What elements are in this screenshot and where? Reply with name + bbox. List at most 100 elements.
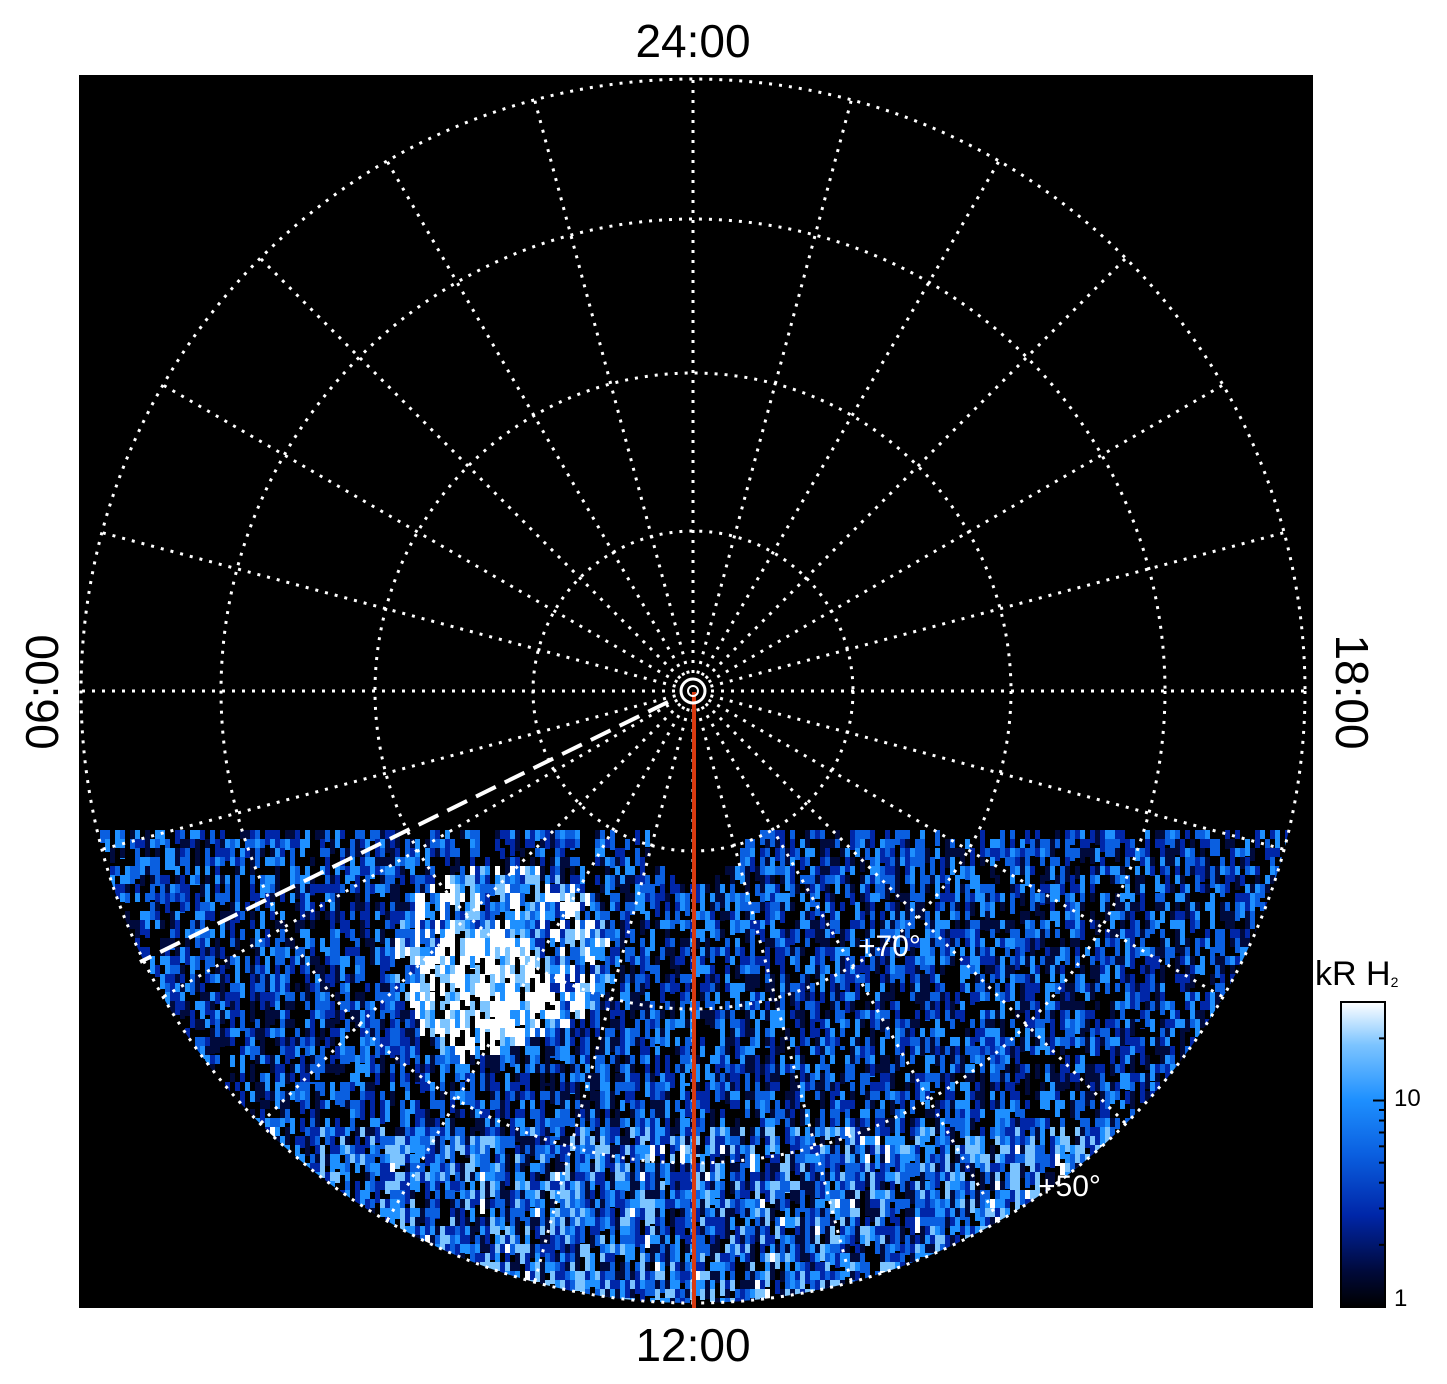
- emission-pixel: [495, 1118, 500, 1135]
- emission-pixel: [700, 1046, 705, 1057]
- emission-pixel: [590, 983, 595, 992]
- emission-pixel: [460, 866, 465, 884]
- emission-pixel: [845, 929, 850, 941]
- emission-pixel: [180, 974, 185, 986]
- emission-pixel: [970, 866, 975, 883]
- emission-pixel: [760, 911, 765, 920]
- emission-pixel: [605, 965, 610, 974]
- emission-pixel: [175, 920, 180, 942]
- emission-pixel: [390, 1046, 395, 1058]
- emission-pixel: [635, 974, 640, 987]
- emission-pixel: [450, 1028, 455, 1041]
- emission-pixel: [515, 902, 520, 919]
- emission-pixel: [1050, 992, 1055, 1006]
- emission-pixel: [1170, 1046, 1175, 1055]
- emission-pixel: [875, 956, 880, 978]
- emission-pixel: [415, 893, 420, 910]
- emission-pixel: [240, 1091, 245, 1107]
- emission-pixel: [290, 1028, 295, 1040]
- emission-pixel: [1185, 956, 1190, 968]
- emission-pixel: [585, 929, 590, 944]
- emission-pixel: [955, 1118, 960, 1131]
- emission-pixel: [610, 1091, 615, 1109]
- emission-pixel: [295, 830, 300, 852]
- emission-pixel: [495, 992, 500, 1004]
- emission-pixel: [965, 1028, 970, 1045]
- emission-pixel: [885, 929, 890, 942]
- emission-pixel: [890, 875, 895, 893]
- emission-pixel: [790, 983, 795, 998]
- emission-pixel: [1105, 902, 1110, 921]
- emission-pixel: [405, 1037, 410, 1049]
- emission-pixel: [490, 911, 495, 921]
- emission-pixel: [270, 893, 275, 903]
- emission-pixel: [250, 929, 255, 942]
- emission-pixel: [1085, 929, 1090, 938]
- emission-pixel: [510, 965, 515, 980]
- emission-pixel: [535, 830, 540, 841]
- emission-pixel: [850, 992, 855, 1004]
- emission-pixel: [825, 902, 830, 913]
- emission-pixel: [915, 965, 920, 979]
- emission-pixel: [780, 830, 785, 849]
- emission-pixel: [145, 875, 150, 892]
- emission-pixel: [1025, 1064, 1030, 1077]
- emission-pixel: [200, 938, 205, 950]
- emission-pixel: [320, 902, 325, 914]
- emission-pixel: [535, 938, 540, 949]
- emission-pixel: [775, 965, 780, 977]
- emission-pixel: [1085, 866, 1090, 880]
- emission-pixel: [1155, 920, 1160, 929]
- emission-pixel: [1235, 866, 1240, 878]
- emission-pixel: [1020, 848, 1025, 864]
- emission-pixel: [575, 1100, 580, 1115]
- emission-pixel: [275, 830, 280, 841]
- emission-pixel: [190, 920, 195, 935]
- emission-pixel: [1185, 992, 1190, 1009]
- emission-pixel: [390, 920, 395, 930]
- emission-pixel: [940, 857, 945, 870]
- emission-pixel: [335, 992, 340, 1006]
- emission-pixel: [730, 902, 735, 914]
- emission-pixel: [925, 1055, 930, 1068]
- emission-pixel: [1135, 983, 1140, 998]
- emission-pixel: [580, 1028, 585, 1044]
- emission-pixel: [1150, 920, 1155, 934]
- emission-pixel: [470, 1109, 475, 1123]
- emission-pixel: [575, 983, 580, 993]
- emission-pixel: [740, 875, 745, 884]
- emission-pixel: [1215, 893, 1220, 905]
- emission-pixel: [655, 1001, 660, 1017]
- emission-pixel: [865, 983, 870, 994]
- emission-pixel: [1080, 1010, 1085, 1023]
- emission-pixel: [375, 830, 380, 843]
- emission-pixel: [540, 911, 545, 923]
- emission-pixel: [930, 1028, 935, 1039]
- emission-pixel: [500, 839, 505, 855]
- emission-pixel: [1205, 830, 1210, 839]
- emission-pixel: [410, 1028, 415, 1049]
- emission-pixel: [1040, 956, 1045, 965]
- emission-pixel: [795, 848, 800, 860]
- local-time-label-bottom: 12:00: [635, 1319, 751, 1371]
- emission-pixel: [775, 920, 780, 932]
- emission-pixel: [1000, 938, 1005, 948]
- emission-pixel: [1055, 911, 1060, 927]
- emission-pixel: [1145, 974, 1150, 989]
- emission-pixel: [1210, 1001, 1215, 1019]
- emission-pixel: [565, 875, 570, 892]
- emission-pixel: [175, 983, 180, 992]
- emission-pixel: [900, 911, 905, 929]
- emission-pixel: [1010, 956, 1015, 968]
- emission-pixel: [870, 830, 875, 848]
- emission-pixel: [925, 1037, 930, 1053]
- emission-pixel: [375, 866, 380, 882]
- emission-pixel: [545, 1100, 550, 1118]
- emission-pixel: [725, 1091, 730, 1104]
- emission-pixel: [1020, 857, 1025, 876]
- emission-pixel: [215, 1064, 220, 1085]
- emission-pixel: [655, 920, 660, 929]
- emission-pixel: [485, 902, 490, 919]
- emission-pixel: [360, 992, 365, 1008]
- emission-pixel: [495, 857, 500, 870]
